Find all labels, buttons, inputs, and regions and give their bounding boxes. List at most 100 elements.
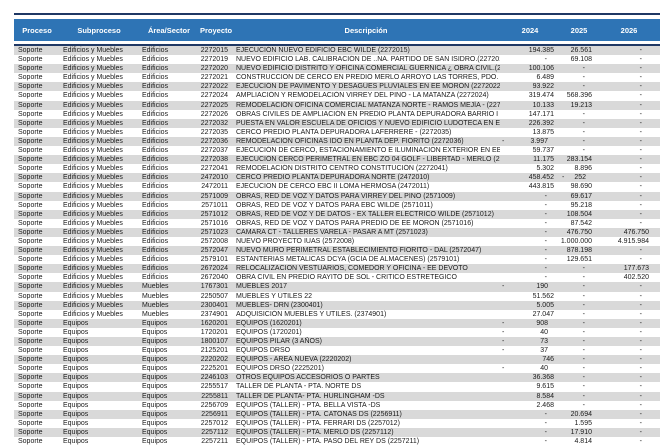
cell-subproceso[interactable]: Edificios y Muebles [60,227,138,237]
cell-subproceso[interactable]: Edificios y Muebles [60,264,138,274]
cell-area-sector[interactable]: Edificios [138,227,200,237]
cell-2024[interactable]: 5.005 [500,300,560,310]
cell-proceso[interactable]: Soporte [18,110,43,118]
cell-descripcion[interactable]: ESTANTERIAS METALICAS DCYA (GCIA DE ALMA… [236,256,460,264]
cell-descripcion[interactable]: EQUIPOS (1620201) [232,318,500,328]
cell-proyecto[interactable]: 2472011 [201,183,228,191]
cell-2025[interactable]: 8.896 [574,165,592,173]
cell-2025[interactable]: - [560,337,598,347]
cell-2024[interactable]: - 40 [500,328,560,337]
cell-descripcion[interactable]: EQUIPOS (1720201) [236,328,302,336]
cell-2024[interactable]: - 908 [500,318,560,328]
cell-subproceso[interactable]: Edificios y Muebles [63,92,123,100]
cell-2024[interactable]: 319.474 [528,92,554,100]
cell-descripcion[interactable]: PUESTA EN VALOR ESCUELA DE OFICIOS Y NUE… [232,118,500,128]
cell-2024[interactable]: 93.922 [500,82,560,92]
cell-2024[interactable]: 27.047 [532,310,554,318]
cell-2024[interactable]: - 37 [500,346,560,355]
cell-descripcion[interactable]: CAMARA CT - TALLERES VARELA - PASAR A MT… [232,227,500,237]
col-header-descripcion[interactable]: Descripción [232,19,500,41]
cell-2024[interactable]: 10.133 [500,100,560,110]
cell-2025[interactable]: 17.910 [560,427,598,438]
cell-proyecto[interactable]: 2300401 [200,300,232,310]
cell-proyecto[interactable]: 2272021 [200,74,228,82]
cell-proceso[interactable]: Soporte [14,337,60,347]
cell-descripcion[interactable]: NUEVO EDIFICIO DISTRITO Y OFICINA COMERC… [232,64,500,74]
cell-proyecto[interactable]: 2272036 [200,136,232,147]
cell-area-sector[interactable]: Edificios [142,274,169,282]
cell-2026[interactable]: - [639,128,642,136]
cell-2024[interactable]: 8.584 [500,391,560,401]
cell-2026[interactable]: - [598,173,660,183]
cell-descripcion[interactable]: ADQUISICIÓN MUEBLES Y UTILES. (2374901) [236,310,387,318]
cell-area-sector[interactable]: Edificios [142,237,169,245]
cell-area-sector[interactable]: Equipos [142,401,168,409]
cell-descripcion[interactable]: EQUIPOS (TALLER) - PTA. BELLA VISTA -DS [236,401,381,409]
cell-descripcion[interactable]: NUEVO PROYECTO IUAS (2572008) [236,237,355,245]
cell-2024[interactable]: 9.615 [536,383,554,391]
cell-proceso[interactable]: Soporte [18,438,43,446]
cell-2024[interactable]: - [500,409,560,419]
cell-proyecto[interactable]: 2257112 [200,427,232,438]
cell-proceso[interactable]: Soporte [18,74,43,82]
cell-descripcion[interactable]: AMPLIACIÓN Y REMODELACIÓN VIRREY DEL PIN… [236,92,489,100]
cell-proceso[interactable]: Soporte [14,318,60,328]
cell-area-sector[interactable]: Equipos [138,373,200,383]
cell-2026[interactable]: - [639,438,642,446]
cell-2024[interactable]: - [500,209,560,219]
cell-2024[interactable]: - [500,246,560,256]
cell-descripcion[interactable]: CERCO PREDIO PLANTA DEPURADORA LAFERRERE… [236,128,452,136]
cell-2025[interactable]: 1.595 [574,419,592,427]
cell-proyecto[interactable]: 2125201 [200,347,228,355]
cell-2026[interactable]: - [639,310,642,318]
cell-subproceso[interactable]: Edificios y Muebles [63,56,123,64]
cell-2024[interactable]: - 73 [500,337,560,347]
cell-2024[interactable]: 51.562 [532,292,554,300]
cell-descripcion[interactable]: EQUIPOS - AREA NUEVA (2220202) [232,355,500,365]
cell-proyecto[interactable]: 2272024 [200,92,228,100]
cell-2025[interactable]: - [560,300,598,310]
cell-2024[interactable]: - 3.997 [500,136,560,147]
cell-proyecto[interactable]: 2672024 [200,264,232,274]
cell-proyecto[interactable]: 2571016 [200,219,228,227]
cell-2024[interactable]: - [544,201,547,209]
cell-2024[interactable]: 5.302 [536,165,554,173]
cell-descripcion[interactable]: OBRAS, RED DE VOZ Y DE DATOS - EX TALLER… [232,209,500,219]
cell-proceso[interactable]: Soporte [14,173,60,183]
cell-2025[interactable]: - [582,401,585,409]
cell-subproceso[interactable]: Edificios y Muebles [63,147,123,155]
cell-subproceso[interactable]: Edificios y Muebles [60,191,138,201]
cell-area-sector[interactable]: Muebles [142,310,169,318]
cell-proyecto[interactable]: 2579101 [200,256,228,264]
cell-proyecto[interactable]: 2572008 [200,237,228,245]
cell-proceso[interactable]: Soporte [14,118,60,128]
cell-2026[interactable]: - [639,256,642,264]
cell-2026[interactable]: - [598,373,660,383]
cell-area-sector[interactable]: Edificios [138,264,200,274]
cell-2026[interactable]: - [639,365,642,373]
cell-proyecto[interactable]: 2571012 [200,209,232,219]
cell-2025[interactable]: - [582,147,585,155]
cell-area-sector[interactable]: Edificios [142,201,169,209]
cell-2026[interactable]: - [639,419,642,427]
cell-proyecto[interactable]: 2220202 [200,355,232,365]
cell-2026[interactable]: - [598,300,660,310]
cell-2026[interactable]: - [598,246,660,256]
cell-descripcion[interactable]: OBRAS, RED DE VOZ Y DATOS PARA PREDIO DE… [236,219,474,227]
cell-2024[interactable]: - [544,438,547,446]
cell-2025[interactable]: - [582,292,585,300]
cell-2025[interactable]: 108.504 [560,209,598,219]
cell-2024[interactable]: - [544,56,547,64]
cell-2024[interactable]: - 190 [500,282,560,292]
cell-proyecto[interactable]: 2256911 [200,409,232,419]
cell-2026[interactable]: - [598,118,660,128]
cell-2025[interactable]: 95.218 [570,201,592,209]
cell-proceso[interactable]: Soporte [18,365,43,373]
cell-descripcion[interactable]: EQUIPOS (TALLER) - PTA. FERRARI DS (2257… [236,419,400,427]
cell-descripcion[interactable]: NUEVO MURO PERIMETRAL ESTABLECIMIENTO FI… [232,246,500,256]
cell-area-sector[interactable]: Muebles [138,282,200,292]
cell-2025[interactable]: - [560,64,598,74]
cell-2026[interactable]: - [639,165,642,173]
cell-descripcion[interactable]: EJECUCIÓN DE CERCO, ESTACIONAMIENTO E IL… [236,147,500,155]
cell-proceso[interactable]: Soporte [14,100,60,110]
